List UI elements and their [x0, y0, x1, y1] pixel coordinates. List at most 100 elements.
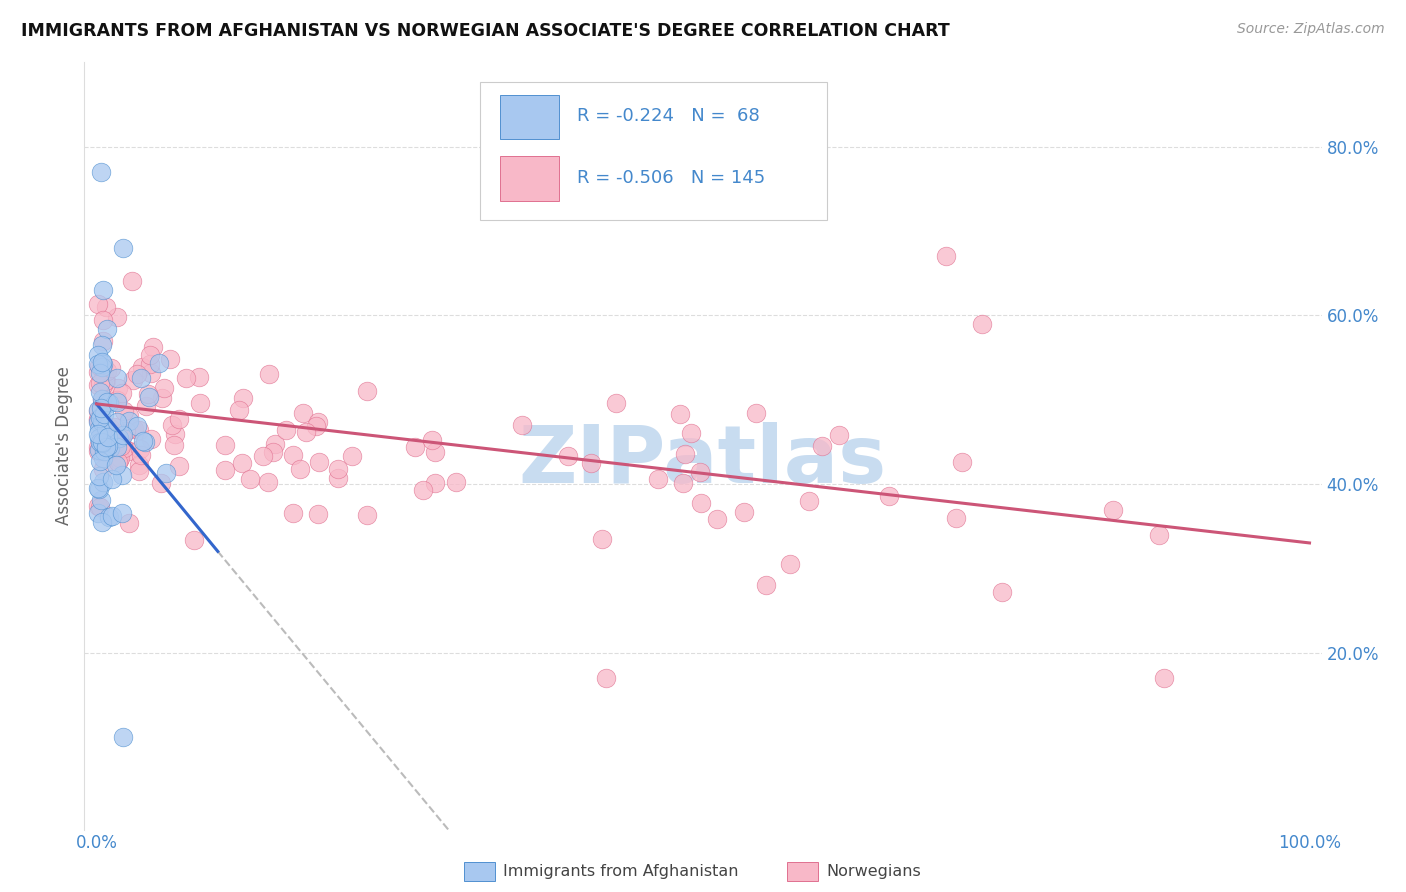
Point	[90, 492, 112, 507]
Point	[689, 496, 711, 510]
Point	[91, 313, 114, 327]
Point	[111, 386, 134, 401]
Point	[412, 483, 434, 498]
Point	[1102, 503, 1125, 517]
Point	[86, 444, 108, 458]
Point	[232, 391, 254, 405]
Point	[283, 448, 305, 462]
Point	[108, 450, 131, 465]
Point	[93, 444, 115, 458]
Point	[89, 411, 111, 425]
Point	[97, 440, 120, 454]
Point	[93, 407, 115, 421]
Point	[257, 475, 280, 489]
Point	[444, 475, 467, 490]
Point	[96, 374, 118, 388]
Point	[91, 475, 114, 489]
Point	[228, 402, 250, 417]
Point	[828, 428, 851, 442]
Point	[356, 384, 378, 399]
Point	[139, 349, 162, 363]
Point	[148, 356, 170, 370]
Point	[90, 409, 112, 423]
Point	[811, 439, 834, 453]
Point	[105, 440, 128, 454]
Point	[326, 471, 349, 485]
Point	[118, 443, 141, 458]
Point	[91, 392, 114, 407]
Point	[188, 370, 211, 384]
Point	[96, 322, 118, 336]
Point	[86, 481, 108, 495]
Point	[90, 355, 112, 369]
Point	[128, 464, 150, 478]
Point	[91, 283, 114, 297]
Point	[292, 406, 315, 420]
Point	[122, 373, 145, 387]
Point	[89, 422, 111, 436]
Point	[91, 462, 114, 476]
Point	[108, 453, 131, 467]
Point	[950, 455, 973, 469]
Text: Norwegians: Norwegians	[827, 864, 921, 879]
Point	[779, 557, 801, 571]
Point	[142, 341, 165, 355]
Point	[669, 407, 692, 421]
Point	[141, 367, 163, 381]
Point	[94, 440, 117, 454]
Point	[114, 404, 136, 418]
Point	[308, 455, 330, 469]
FancyBboxPatch shape	[481, 82, 827, 219]
Point	[104, 436, 127, 450]
Point	[131, 359, 153, 374]
Point	[118, 409, 141, 423]
Point	[96, 422, 118, 436]
Point	[87, 357, 110, 371]
Point	[105, 392, 128, 407]
Point	[91, 357, 114, 371]
Point	[108, 431, 131, 445]
Point	[98, 421, 121, 435]
Point	[94, 374, 117, 388]
Point	[111, 467, 134, 482]
Point	[167, 459, 190, 474]
Point	[745, 406, 768, 420]
Point	[356, 508, 378, 523]
Point	[214, 438, 236, 452]
Point	[425, 475, 447, 490]
Point	[110, 437, 132, 451]
Point	[86, 506, 108, 520]
Point	[681, 425, 703, 440]
Text: ZIPatlas: ZIPatlas	[519, 422, 887, 500]
Point	[129, 448, 152, 462]
Point	[86, 413, 108, 427]
Point	[138, 390, 160, 404]
Point	[87, 365, 110, 379]
Point	[970, 317, 993, 331]
Point	[706, 512, 728, 526]
Point	[103, 420, 125, 434]
Point	[89, 500, 111, 514]
Point	[404, 441, 426, 455]
Point	[90, 515, 112, 529]
Point	[510, 418, 533, 433]
Point	[288, 462, 311, 476]
Point	[87, 297, 110, 311]
Point	[105, 371, 128, 385]
Point	[105, 415, 128, 429]
Point	[111, 428, 134, 442]
Point	[98, 442, 121, 456]
FancyBboxPatch shape	[501, 156, 560, 201]
Point	[105, 458, 128, 472]
Point	[121, 274, 143, 288]
Point	[423, 444, 446, 458]
Point	[118, 516, 141, 530]
Point	[90, 165, 112, 179]
Point	[118, 414, 141, 428]
Point	[647, 472, 669, 486]
Text: Source: ZipAtlas.com: Source: ZipAtlas.com	[1237, 22, 1385, 37]
Point	[91, 334, 114, 348]
Point	[877, 489, 900, 503]
Point	[605, 395, 627, 409]
Point	[579, 457, 602, 471]
